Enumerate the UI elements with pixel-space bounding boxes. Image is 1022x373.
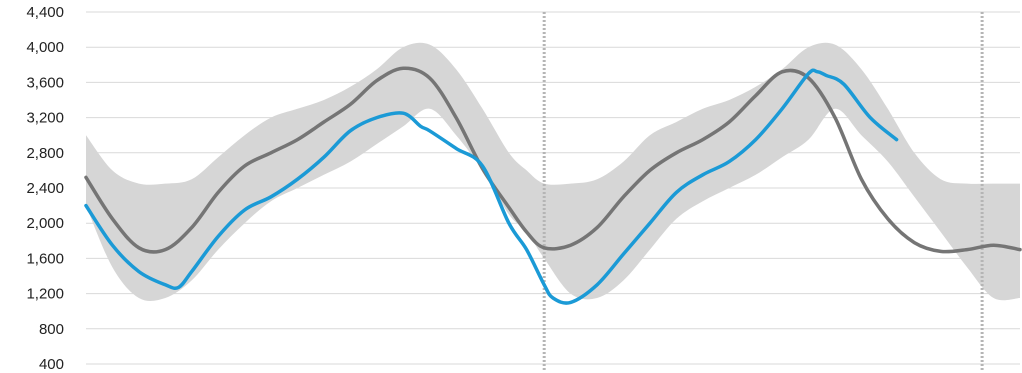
y-axis-tick-labels: 400 800 1,200 1,600 2,000 2,400 2,800 3,200 3,60… [26,4,64,373]
range-band [86,42,1020,302]
y-tick-label: 4,400 [26,4,64,21]
range-band-area [86,42,1020,302]
y-tick-label: 3,600 [26,74,64,91]
y-tick-label: 1,200 [26,286,64,303]
average-line [84,66,1022,254]
current-line [84,68,899,305]
y-tick-label: 3,200 [26,110,64,127]
y-tick-label: 400 [39,356,64,373]
y-tick-label: 1,600 [26,250,64,267]
y-tick-label: 800 [39,321,64,338]
y-tick-label: 2,800 [26,145,64,162]
y-tick-label: 2,400 [26,180,64,197]
y-tick-label: 2,000 [26,215,64,232]
series-lines [84,66,1022,305]
y-tick-label: 4,000 [26,39,64,56]
